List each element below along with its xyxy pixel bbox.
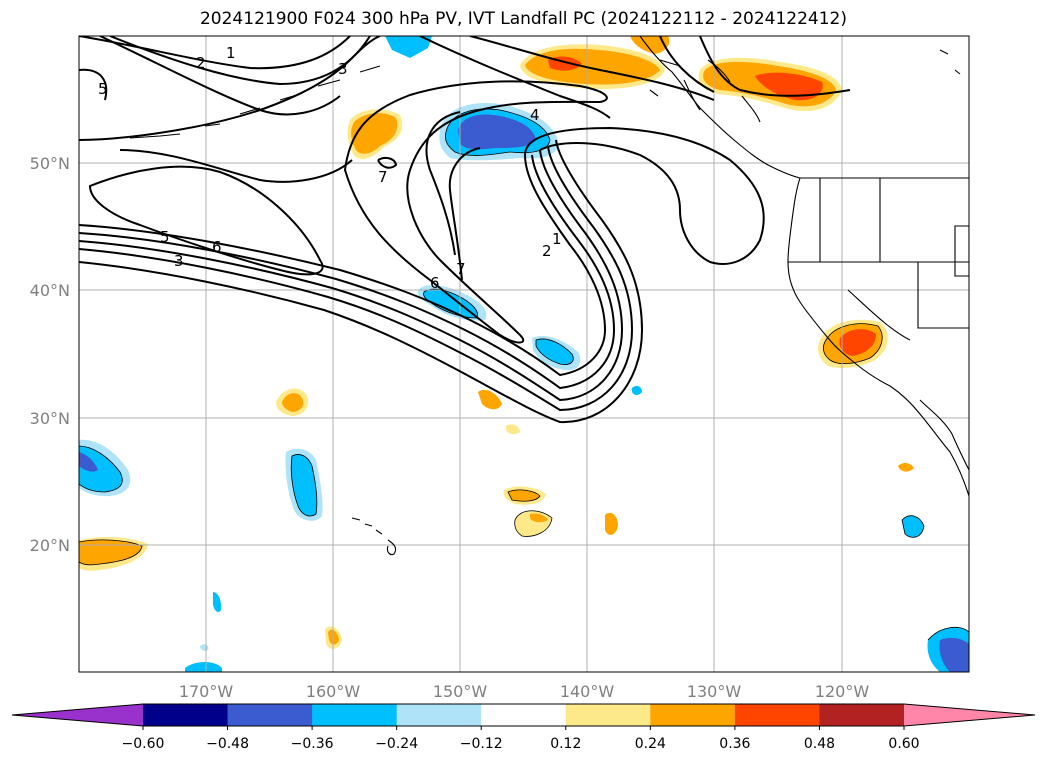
contour-label: 1 xyxy=(226,44,236,62)
colorbar-segment xyxy=(734,704,820,726)
plot-frame xyxy=(78,35,970,673)
coastlines xyxy=(129,36,969,556)
contour-label: 1 xyxy=(552,230,562,248)
pv-contours xyxy=(79,36,851,424)
contour-label: 3 xyxy=(338,60,348,78)
colorbar-segment xyxy=(396,704,482,726)
lat-label: 40°N xyxy=(30,281,70,300)
contour-label: 6 xyxy=(430,274,440,292)
graticule xyxy=(79,36,969,672)
map-title: 2024121900 F024 300 hPa PV, IVT Landfall… xyxy=(199,9,847,29)
ivt-shading xyxy=(79,36,969,672)
colorbar-tick-label: 0.60 xyxy=(888,736,919,752)
colorbar-tick-label: −0.24 xyxy=(375,736,418,752)
latitude-labels: 50°N 40°N 30°N 20°N xyxy=(30,154,70,555)
contour-label: 5 xyxy=(160,228,170,246)
colorbar-tick-label: −0.48 xyxy=(206,736,249,752)
contour-label: 2 xyxy=(542,242,552,260)
colorbar-tick-label: −0.12 xyxy=(460,736,503,752)
contour-label: 7 xyxy=(378,168,388,186)
contour-label: 2 xyxy=(196,54,206,72)
colorbar-tick-label: −0.36 xyxy=(291,736,334,752)
contour-labels: 1 2 3 5 4 7 5 6 3 6 7 2 1 xyxy=(98,44,562,292)
colorbar-extend-min xyxy=(12,704,143,726)
colorbar-segment xyxy=(227,704,313,726)
colorbar-segment xyxy=(565,704,651,726)
lon-label: 150°W xyxy=(433,682,488,701)
colorbar-tick-label: 0.12 xyxy=(550,736,581,752)
lon-label: 160°W xyxy=(306,682,361,701)
plot-area: 1 2 3 5 4 7 5 6 3 6 7 2 1 xyxy=(79,36,969,672)
colorbar-tick-label: −0.60 xyxy=(122,736,165,752)
colorbar-segment xyxy=(143,704,229,726)
lon-label: 120°W xyxy=(815,682,870,701)
colorbar-tick-label: 0.36 xyxy=(719,736,750,752)
lon-label: 170°W xyxy=(179,682,234,701)
lon-label: 140°W xyxy=(560,682,615,701)
contour-label: 5 xyxy=(98,80,108,98)
colorbar-segment xyxy=(312,704,398,726)
lat-label: 50°N xyxy=(30,154,70,173)
colorbar-segment xyxy=(481,704,567,726)
colorbar-segment xyxy=(650,704,736,726)
colorbar-tick-label: 0.24 xyxy=(635,736,666,752)
lon-label: 130°W xyxy=(687,682,742,701)
colorbar: −0.60 −0.48 −0.36 −0.24 −0.12 0.12 0.24 0.36 0.4… xyxy=(11,703,1036,752)
contour-label: 7 xyxy=(456,260,466,278)
contour-label: 3 xyxy=(174,252,184,270)
contour-label: 6 xyxy=(212,238,222,256)
lat-label: 30°N xyxy=(30,409,70,428)
contour-label: 4 xyxy=(530,106,540,124)
colorbar-segment xyxy=(819,704,905,726)
colorbar-tick-label: 0.48 xyxy=(804,736,835,752)
lat-label: 20°N xyxy=(30,536,70,555)
colorbar-extend-max xyxy=(904,704,1035,726)
longitude-labels: 170°W 160°W 150°W 140°W 130°W 120°W xyxy=(179,682,870,701)
